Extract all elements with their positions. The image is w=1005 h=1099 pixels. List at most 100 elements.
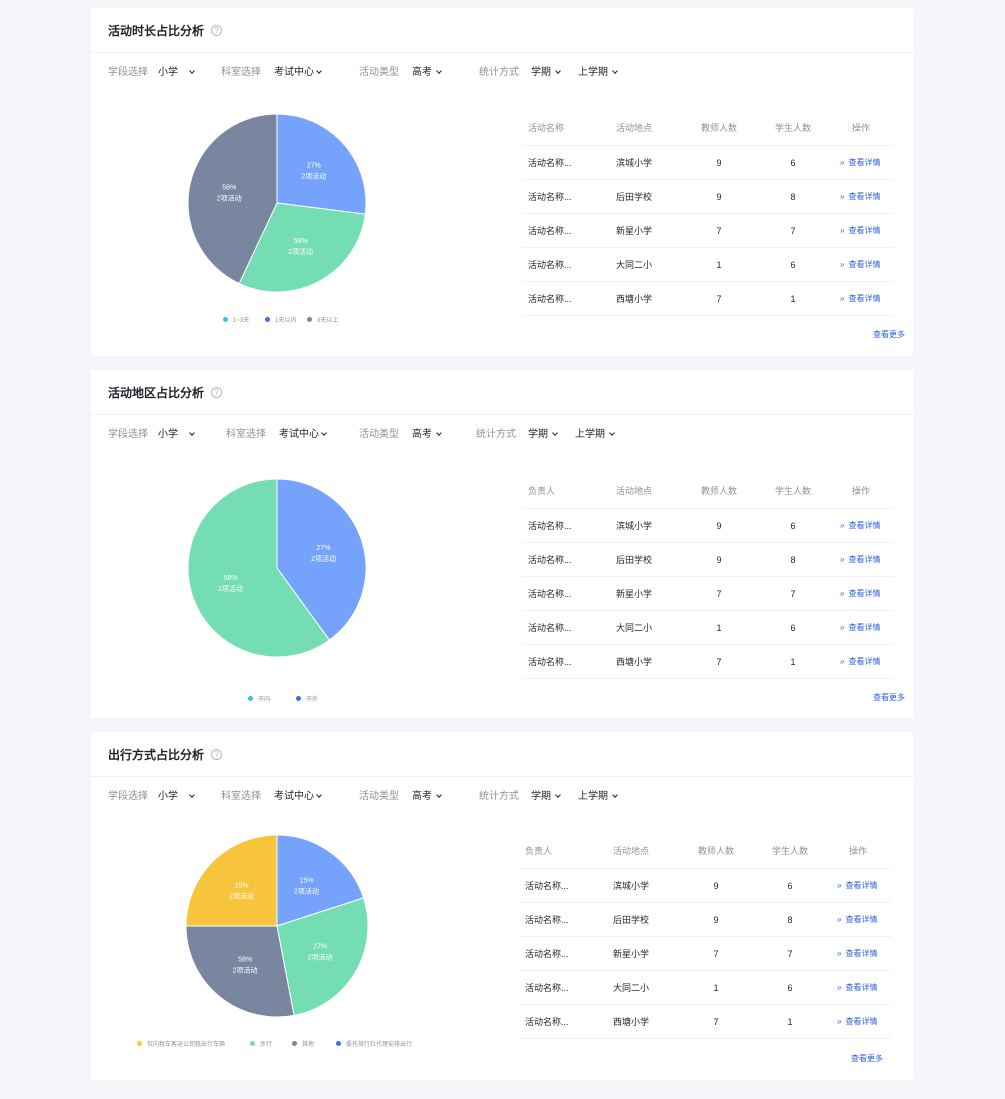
section-card-transport: 出行方式占比分析 ? 学段选择 小学 科室选择 考试中心 活动类型 高考 统计方… [91, 732, 913, 1080]
section-title: 活动时长占比分析 [108, 23, 205, 38]
slice-percent-label: 58% [294, 238, 308, 245]
pie-slice[interactable] [238, 202, 366, 293]
stat-select[interactable]: 学期 [531, 789, 561, 805]
pie-slice[interactable] [276, 897, 369, 1016]
action-label: 查看详情 [845, 949, 878, 958]
table-header: 负责人 活动地点 教师人数 学生人数 操作 [519, 833, 891, 869]
cell-name: 活动名称... [525, 949, 569, 959]
type-value: 高考 [412, 67, 432, 78]
pie-slice[interactable] [185, 925, 295, 1018]
view-more-link[interactable]: 查看更多 [873, 330, 905, 339]
term-select[interactable]: 上学期 [575, 427, 615, 443]
office-value: 考试中心 [274, 791, 314, 802]
col-students: 学生人数 [774, 123, 811, 133]
type-select[interactable]: 高考 [412, 789, 442, 805]
help-icon[interactable]: ? [211, 748, 223, 760]
stage-select[interactable]: 小学 [158, 65, 195, 81]
view-details-link[interactable]: » 查看详情 [840, 146, 880, 179]
cell-name: 活动名称... [528, 657, 572, 667]
legend-item: 仅向租车客运公司租出行车辆 [137, 1039, 225, 1048]
cell-teachers: 7 [716, 656, 722, 667]
view-details-link[interactable]: » 查看详情 [840, 509, 880, 542]
stat-select[interactable]: 学期 [531, 65, 561, 81]
view-details-link[interactable]: » 查看详情 [840, 543, 880, 576]
slice-count-label: 2项活动 [288, 247, 313, 256]
view-more-link[interactable]: 查看更多 [851, 1054, 883, 1063]
type-select[interactable]: 高考 [412, 65, 442, 81]
type-label: 活动类型 [359, 67, 399, 78]
double-chevron-down-icon: » [840, 656, 845, 666]
help-icon[interactable]: ? [211, 24, 223, 36]
cell-teachers: 1 [713, 982, 719, 993]
slice-count-label: 2项活动 [294, 887, 319, 896]
double-chevron-down-icon: » [840, 191, 845, 201]
pie-slice[interactable] [276, 478, 367, 641]
term-select[interactable]: 上学期 [578, 789, 618, 805]
cell-students: 7 [790, 225, 796, 236]
view-details-link[interactable]: » 查看详情 [840, 214, 880, 247]
view-details-link[interactable]: » 查看详情 [840, 645, 880, 678]
pie-slice[interactable] [187, 113, 278, 285]
slice-percent-label: 58% [238, 957, 252, 964]
table-row: 活动名称... 新星小学 7 7 » 查看详情 [522, 577, 894, 611]
cell-students: 1 [790, 656, 796, 667]
stage-select[interactable]: 小学 [158, 789, 195, 805]
pie-slice[interactable] [276, 113, 367, 215]
section-card-region: 活动地区占比分析 ? 学段选择 小学 科室选择 考试中心 活动类型 高考 统计方… [91, 370, 913, 718]
stat-value: 学期 [528, 429, 548, 440]
view-more-link[interactable]: 查看更多 [873, 693, 905, 702]
view-details-link[interactable]: » 查看详情 [840, 577, 880, 610]
term-value: 上学期 [578, 791, 608, 802]
view-details-link[interactable]: » 查看详情 [837, 869, 877, 902]
view-details-link[interactable]: » 查看详情 [840, 180, 880, 213]
cell-name: 活动名称... [525, 1017, 569, 1027]
cell-teachers: 9 [716, 191, 722, 202]
filter-bar: 学段选择 小学 科室选择 考试中心 活动类型 高考 统计方式 学期 上学期 [108, 65, 913, 81]
stage-value: 小学 [158, 67, 178, 78]
section-title: 出行方式占比分析 [108, 747, 205, 762]
view-details-link[interactable]: » 查看详情 [837, 937, 877, 970]
double-chevron-down-icon: » [840, 259, 845, 269]
pie-slice[interactable] [276, 834, 365, 927]
office-select[interactable]: 考试中心 [274, 65, 322, 81]
office-label: 科室选择 [221, 67, 261, 78]
view-details-link[interactable]: » 查看详情 [840, 282, 880, 315]
legend-dot [223, 317, 228, 322]
stat-select[interactable]: 学期 [528, 427, 558, 443]
stage-value: 小学 [158, 429, 178, 440]
cell-name: 活动名称... [525, 915, 569, 925]
view-details-link[interactable]: » 查看详情 [840, 248, 880, 281]
stat-value: 学期 [531, 791, 551, 802]
stage-select[interactable]: 小学 [158, 427, 195, 443]
legend-dot [296, 696, 301, 701]
view-details-link[interactable]: » 查看详情 [837, 971, 877, 1004]
office-select[interactable]: 考试中心 [274, 789, 322, 805]
pie-slice[interactable] [187, 478, 331, 658]
legend-item: 3天以上 [307, 315, 338, 324]
col-owner: 负责人 [525, 846, 553, 856]
type-select[interactable]: 高考 [412, 427, 442, 443]
action-label: 查看详情 [848, 521, 881, 530]
view-details-link[interactable]: » 查看详情 [837, 903, 877, 936]
pie-slice[interactable] [185, 834, 278, 927]
filter-bar: 学段选择 小学 科室选择 考试中心 活动类型 高考 统计方式 学期 上学期 [108, 789, 913, 805]
office-select[interactable]: 考试中心 [279, 427, 327, 443]
action-label: 查看详情 [848, 657, 881, 666]
legend-item: 1~3天 [223, 315, 249, 324]
cell-name: 活动名称... [528, 623, 572, 633]
cell-teachers: 7 [716, 588, 722, 599]
action-label: 查看详情 [848, 226, 881, 235]
double-chevron-down-icon: » [837, 948, 842, 958]
view-details-link[interactable]: » 查看详情 [840, 611, 880, 644]
stage-label: 学段选择 [108, 791, 148, 802]
help-icon[interactable]: ? [211, 386, 223, 398]
double-chevron-down-icon: » [840, 520, 845, 530]
slice-percent-label: 58% [223, 575, 237, 582]
legend-dot [137, 1041, 142, 1046]
term-select[interactable]: 上学期 [578, 65, 618, 81]
stage-label: 学段选择 [108, 67, 148, 78]
cell-name: 活动名称... [528, 226, 572, 236]
chevron-down-icon [612, 792, 618, 798]
table-header: 活动名称 活动地点 教师人数 学生人数 操作 [522, 110, 894, 146]
view-details-link[interactable]: » 查看详情 [837, 1005, 877, 1038]
